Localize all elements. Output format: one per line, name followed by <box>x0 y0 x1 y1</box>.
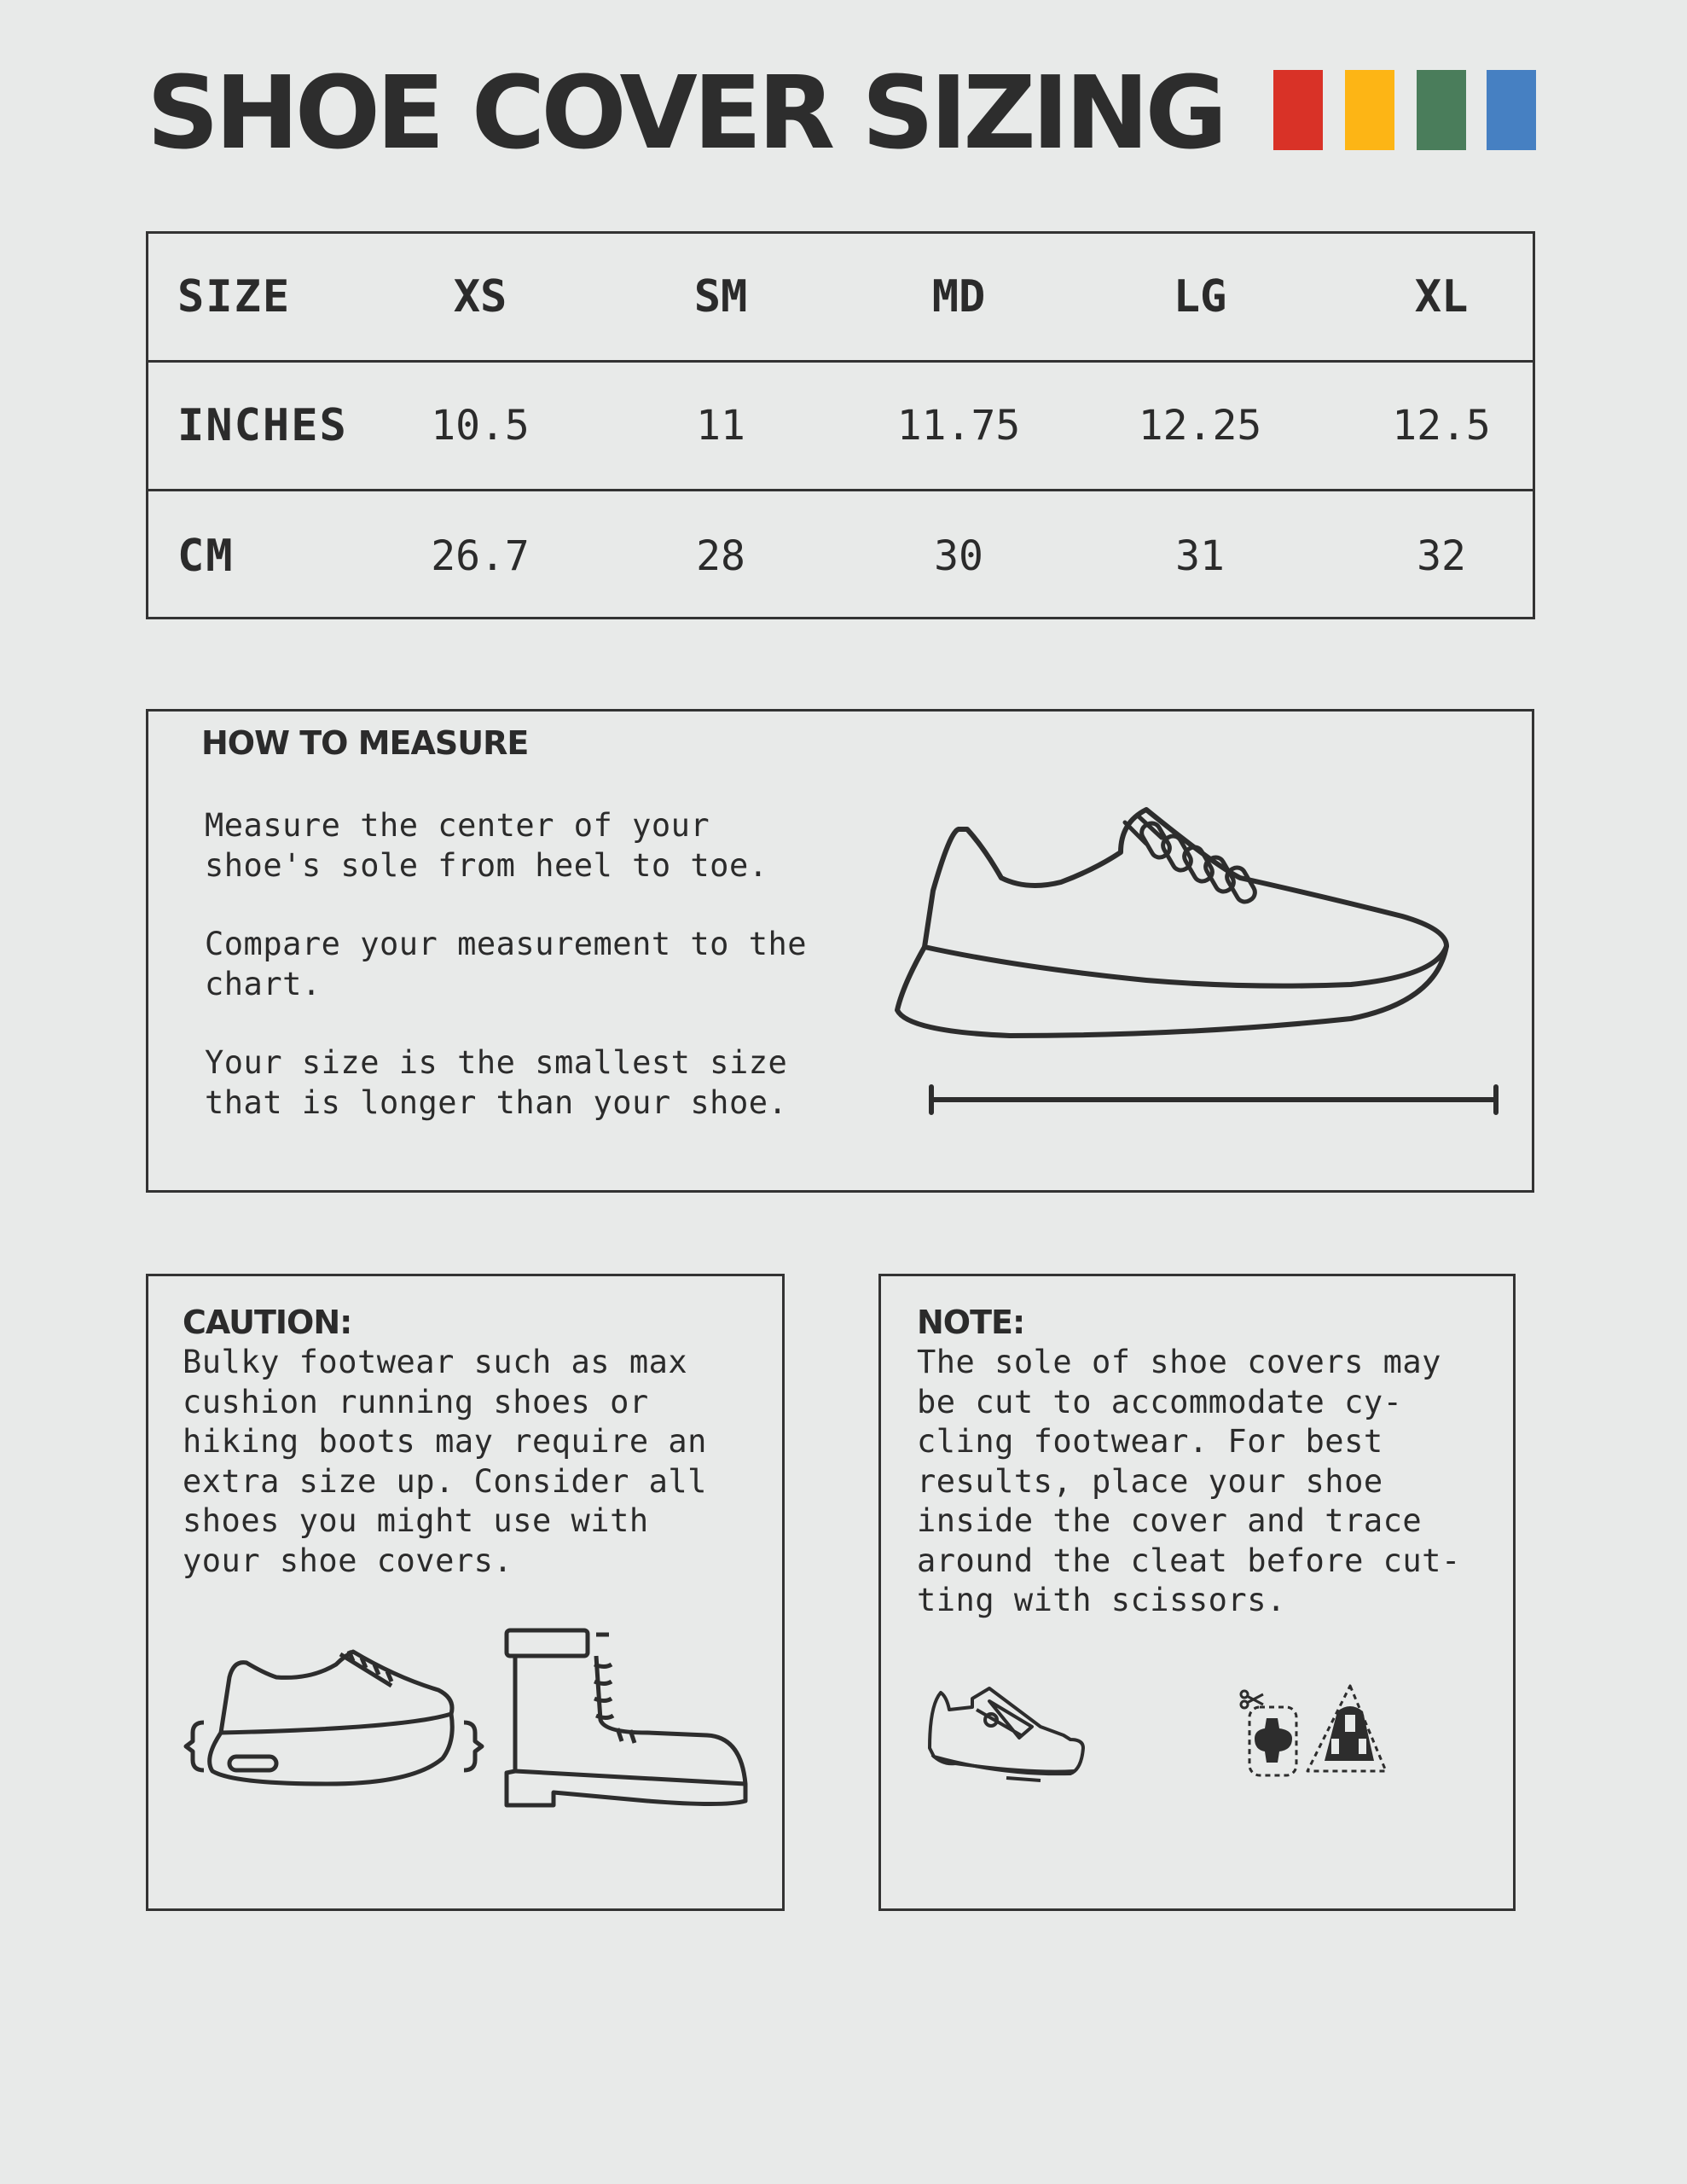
color-bar-red <box>1273 70 1323 150</box>
color-bar-yellow <box>1345 70 1394 150</box>
how-to-measure-heading: HOW TO MEASURE <box>201 724 529 762</box>
table-cell: 11 <box>696 402 745 450</box>
caution-text: Bulky footwear such as max cushion runni… <box>183 1344 707 1579</box>
page-title: SHOE COVER SIZING <box>147 54 1227 171</box>
table-row-cm: CM 26.7 28 30 31 32 <box>148 491 1533 620</box>
measure-step-1: Measure the center of your shoe's sole f… <box>205 807 768 884</box>
row-label: CM <box>177 530 235 582</box>
caution-heading: CAUTION: <box>183 1304 352 1341</box>
table-cell: 12.5 <box>1392 402 1491 450</box>
header-md: MD <box>931 271 986 322</box>
caution-panel: CAUTION: Bulky footwear such as max cush… <box>146 1274 785 1911</box>
measure-step-2: Compare your measurement to the chart. <box>205 926 808 1002</box>
how-to-measure-panel: HOW TO MEASURE Measure the center of you… <box>146 709 1534 1193</box>
measure-step-3: Your size is the smallest size that is l… <box>205 1044 788 1121</box>
scissors-icon <box>1239 1689 1264 1710</box>
note-heading: NOTE: <box>917 1304 1025 1341</box>
header-size: SIZE <box>177 271 292 322</box>
color-bar-blue <box>1487 70 1536 150</box>
cleat-icon <box>1239 1684 1388 1777</box>
header-sm: SM <box>693 271 748 322</box>
row-label: INCHES <box>177 400 348 451</box>
cushion-running-shoe-icon <box>183 1649 484 1786</box>
cycling-shoe-icon <box>928 1687 1085 1782</box>
header-xl: XL <box>1414 271 1469 322</box>
table-cell: 26.7 <box>431 531 530 580</box>
size-table: SIZE XS SM MD LG XL INCHES 10.5 11 11.75… <box>146 231 1535 619</box>
hiking-boot-icon <box>504 1628 748 1808</box>
table-cell: 32 <box>1417 531 1466 580</box>
table-row-inches: INCHES 10.5 11 11.75 12.25 12.5 <box>148 363 1533 491</box>
color-bar-green <box>1417 70 1466 150</box>
table-cell: 12.25 <box>1138 402 1262 450</box>
sneaker-with-length-ruler-icon <box>895 807 1499 1115</box>
note-panel: NOTE: The sole of shoe covers may be cut… <box>878 1274 1516 1911</box>
header-lg: LG <box>1173 271 1227 322</box>
table-cell: 10.5 <box>431 402 530 450</box>
note-text: The sole of shoe covers may be cut to ac… <box>917 1344 1461 1618</box>
header-xs: XS <box>453 271 507 322</box>
table-cell: 28 <box>696 531 745 580</box>
table-cell: 31 <box>1175 531 1225 580</box>
table-header-row: SIZE XS SM MD LG XL <box>148 234 1533 363</box>
table-cell: 11.75 <box>896 402 1021 450</box>
table-cell: 30 <box>934 531 983 580</box>
